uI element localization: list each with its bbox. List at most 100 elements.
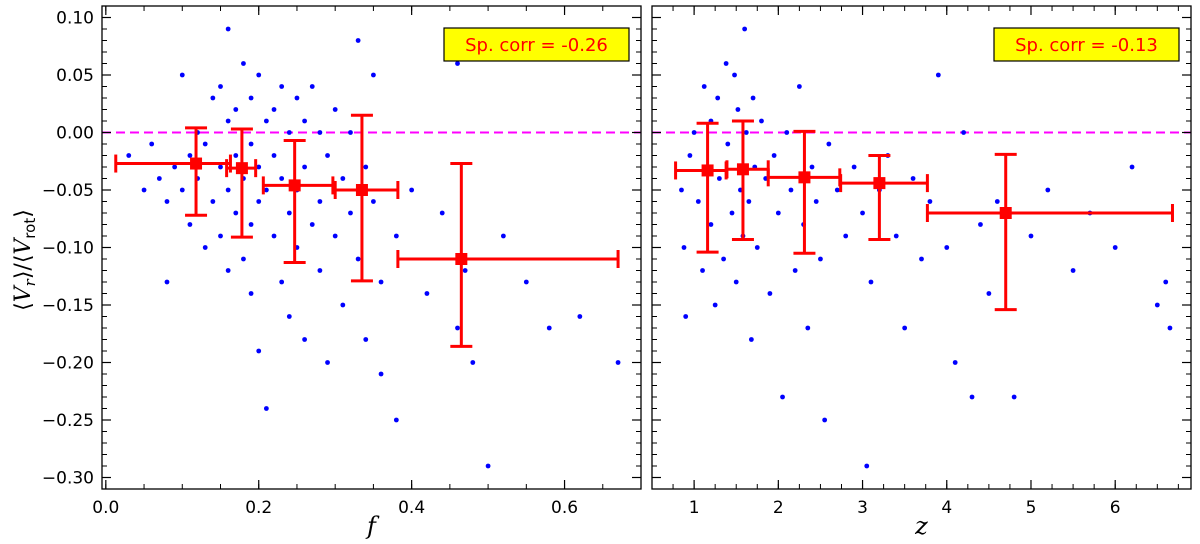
right-data-point: [687, 153, 693, 158]
left-data-point: [332, 233, 338, 239]
right-data-point: [723, 61, 729, 66]
left-data-point: [179, 187, 185, 193]
mean-marker: [798, 171, 811, 184]
left-data-point: [439, 210, 445, 216]
left-data-point: [424, 291, 430, 296]
left-corr-text: Sp. corr = -0.26: [465, 35, 608, 56]
right-data-point: [910, 176, 916, 181]
right-binned-mean: [925, 152, 1174, 312]
mean-marker: [701, 164, 714, 177]
right-data-point: [986, 291, 992, 296]
right-binned-mean: [674, 121, 728, 254]
right-data-point: [809, 164, 815, 170]
left-data-point: [363, 164, 369, 170]
right-data-point: [681, 245, 687, 250]
left-data-point: [202, 141, 208, 147]
right-data-point: [784, 130, 790, 135]
left-data-point: [409, 187, 415, 193]
right-data-point: [750, 95, 756, 101]
left-data-point: [286, 314, 292, 319]
left-data-point: [218, 164, 223, 170]
left-x-tick-label: 0.0: [92, 498, 119, 518]
right-x-axis-label: z: [914, 512, 928, 540]
right-data-point: [708, 222, 714, 227]
right-data-point: [1011, 394, 1017, 400]
right-data-point: [700, 268, 705, 273]
left-data-point: [302, 164, 308, 170]
left-data-point: [393, 417, 399, 423]
mean-marker: [235, 162, 248, 175]
left-binned-mean: [225, 127, 258, 239]
left-data-point: [615, 360, 621, 365]
left-data-point: [355, 256, 361, 262]
right-data-point: [927, 199, 933, 204]
right-data-point: [792, 268, 798, 273]
right-data-point: [691, 130, 697, 135]
left-data-point: [340, 176, 346, 181]
left-data-point: [309, 222, 315, 227]
right-data-point: [754, 245, 760, 250]
left-data-point: [271, 107, 277, 112]
right-data-point: [796, 84, 802, 89]
left-data-point: [500, 233, 506, 239]
mean-marker: [190, 157, 203, 170]
mean-marker: [873, 177, 886, 190]
left-data-point: [263, 118, 269, 124]
left-data-point: [218, 84, 223, 89]
left-binned-mean: [396, 162, 620, 348]
y-tick-label: 0.05: [56, 66, 94, 86]
left-data-point: [271, 153, 277, 158]
right-data-point: [748, 337, 754, 342]
right-data-point: [834, 187, 840, 193]
left-data-point: [340, 302, 346, 308]
right-data-point: [780, 394, 785, 400]
left-binned-mean: [333, 113, 400, 283]
right-data-point: [716, 176, 722, 181]
left-data-point: [523, 279, 529, 285]
left-data-point: [248, 222, 254, 227]
left-panel: 0.0 0.2 0.4 0.6 0.10 0.05 0.00 −0.05 −0.10 −0.15 −…: [42, 5, 642, 540]
right-data-point: [935, 72, 941, 78]
y-tick-label: 0.10: [56, 9, 94, 29]
left-x-tick-label: 0.2: [245, 498, 272, 518]
left-data-point: [294, 95, 300, 101]
left-data-point: [317, 268, 323, 273]
right-x-tick-label: 4: [941, 498, 952, 518]
right-x-tick-label: 2: [773, 498, 784, 518]
left-data-point: [210, 95, 216, 101]
right-data-point: [1028, 233, 1034, 239]
y-tick-label: −0.15: [42, 296, 94, 316]
left-data-point: [256, 164, 262, 170]
right-x-tick-label: 5: [1026, 498, 1037, 518]
left-data-point: [279, 279, 285, 285]
right-data-point: [743, 130, 749, 135]
right-data-point: [715, 95, 721, 101]
right-data-point: [944, 245, 950, 250]
left-data-point: [470, 360, 476, 365]
left-data-point: [202, 245, 208, 250]
right-data-point: [902, 325, 908, 331]
left-data-point: [371, 199, 376, 204]
right-data-point: [742, 26, 748, 32]
right-binned-mean: [766, 129, 842, 255]
right-data-point: [952, 360, 958, 365]
right-plot-frame: [651, 5, 1192, 490]
left-data-point: [317, 199, 323, 204]
left-data-point: [218, 233, 223, 239]
left-data-point: [546, 325, 552, 331]
left-data-point: [248, 95, 254, 101]
right-data-point: [1045, 187, 1051, 193]
y-tick-label: −0.10: [42, 239, 94, 259]
left-data-point: [332, 107, 338, 112]
mean-marker: [355, 184, 368, 196]
right-data-point: [868, 279, 874, 285]
right-data-point: [721, 256, 726, 262]
left-data-point: [309, 84, 315, 89]
mean-marker: [288, 179, 301, 192]
left-data-point: [348, 130, 353, 135]
left-data-point: [156, 176, 162, 181]
left-data-point: [256, 348, 262, 354]
right-corr-text: Sp. corr = -0.13: [1015, 35, 1158, 56]
left-corr-annotation: Sp. corr = -0.26: [443, 27, 630, 62]
